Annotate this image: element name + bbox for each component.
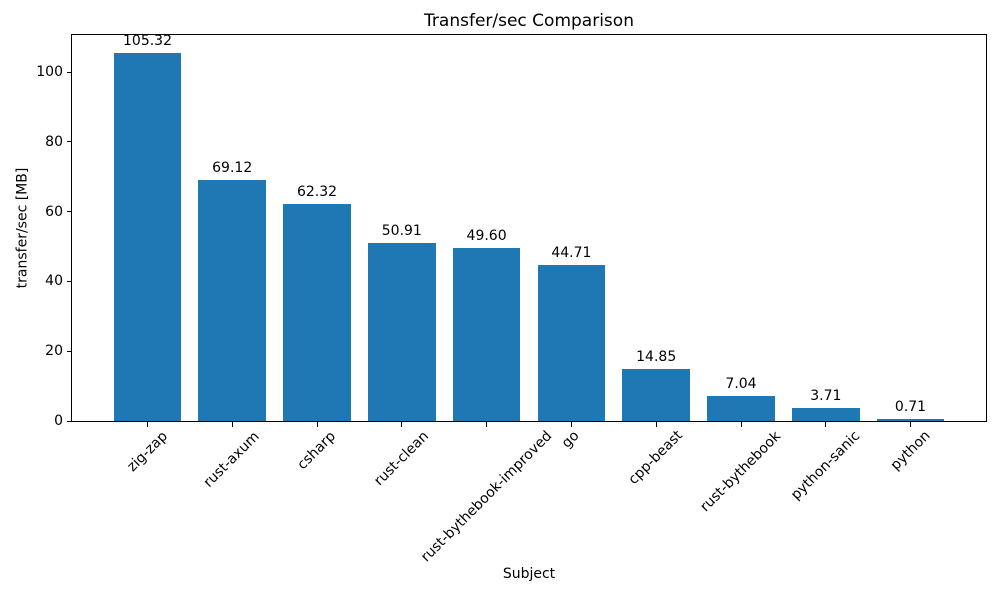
bar-value-label: 105.32 bbox=[123, 33, 172, 50]
y-tick bbox=[67, 71, 72, 73]
bar-value-label: 44.71 bbox=[551, 245, 592, 261]
y-tick-label: 0 bbox=[54, 413, 63, 429]
bar-value-label: 7.04 bbox=[725, 376, 757, 393]
y-tick-label: 20 bbox=[45, 343, 63, 360]
x-tick-label: cpp-beast bbox=[625, 427, 687, 489]
x-tick-label: rust-axum bbox=[200, 428, 263, 491]
bar bbox=[707, 396, 775, 421]
x-tick bbox=[486, 422, 488, 427]
bar-value-label: 0.71 bbox=[894, 398, 927, 415]
x-tick bbox=[655, 422, 657, 427]
x-tick bbox=[825, 422, 827, 427]
y-tick bbox=[67, 211, 72, 213]
bar bbox=[198, 179, 267, 421]
x-tick-label: rust-clean bbox=[370, 427, 432, 489]
x-tick bbox=[401, 422, 403, 427]
x-tick bbox=[147, 422, 148, 427]
x-tick bbox=[231, 422, 233, 427]
y-tick-label: 100 bbox=[36, 64, 63, 80]
x-tick-label: rust-bythebook bbox=[697, 428, 785, 515]
y-tick bbox=[67, 280, 72, 282]
x-tick-label: go bbox=[559, 427, 583, 452]
x-tick-label: zig-zap bbox=[123, 427, 171, 475]
bar-value-label: 62.32 bbox=[296, 183, 338, 200]
bar bbox=[537, 265, 606, 421]
bar-value-label: 49.60 bbox=[466, 227, 507, 244]
x-tick bbox=[740, 422, 742, 427]
bar bbox=[876, 418, 945, 421]
y-axis-label: transfer/sec [MB] bbox=[14, 167, 31, 289]
x-tick-label: csharp bbox=[294, 427, 339, 473]
y-tick-label: 60 bbox=[45, 203, 63, 220]
x-tick-label: rust-bythebook-improved bbox=[417, 427, 555, 566]
y-tick bbox=[67, 420, 72, 422]
bar bbox=[452, 247, 521, 421]
bar-value-label: 3.71 bbox=[810, 388, 842, 405]
x-tick bbox=[316, 422, 318, 427]
bar bbox=[622, 369, 691, 421]
bar bbox=[113, 53, 182, 421]
y-tick-label: 80 bbox=[45, 133, 63, 150]
bar-value-label: 50.91 bbox=[381, 223, 422, 240]
x-axis-label: Subject bbox=[502, 566, 556, 582]
bar bbox=[367, 243, 436, 421]
y-tick-label: 40 bbox=[45, 273, 63, 290]
y-tick bbox=[67, 141, 72, 143]
bar bbox=[283, 203, 351, 421]
bar bbox=[791, 408, 860, 421]
bar-value-label: 69.12 bbox=[212, 159, 253, 176]
x-tick bbox=[910, 422, 911, 427]
y-tick bbox=[67, 350, 72, 352]
x-tick-label: python-sanic bbox=[787, 427, 864, 504]
x-tick bbox=[570, 422, 572, 427]
chart-title: Transfer/sec Comparison bbox=[424, 11, 634, 31]
x-tick-label: python bbox=[887, 427, 934, 474]
bar-value-label: 14.85 bbox=[636, 349, 677, 366]
